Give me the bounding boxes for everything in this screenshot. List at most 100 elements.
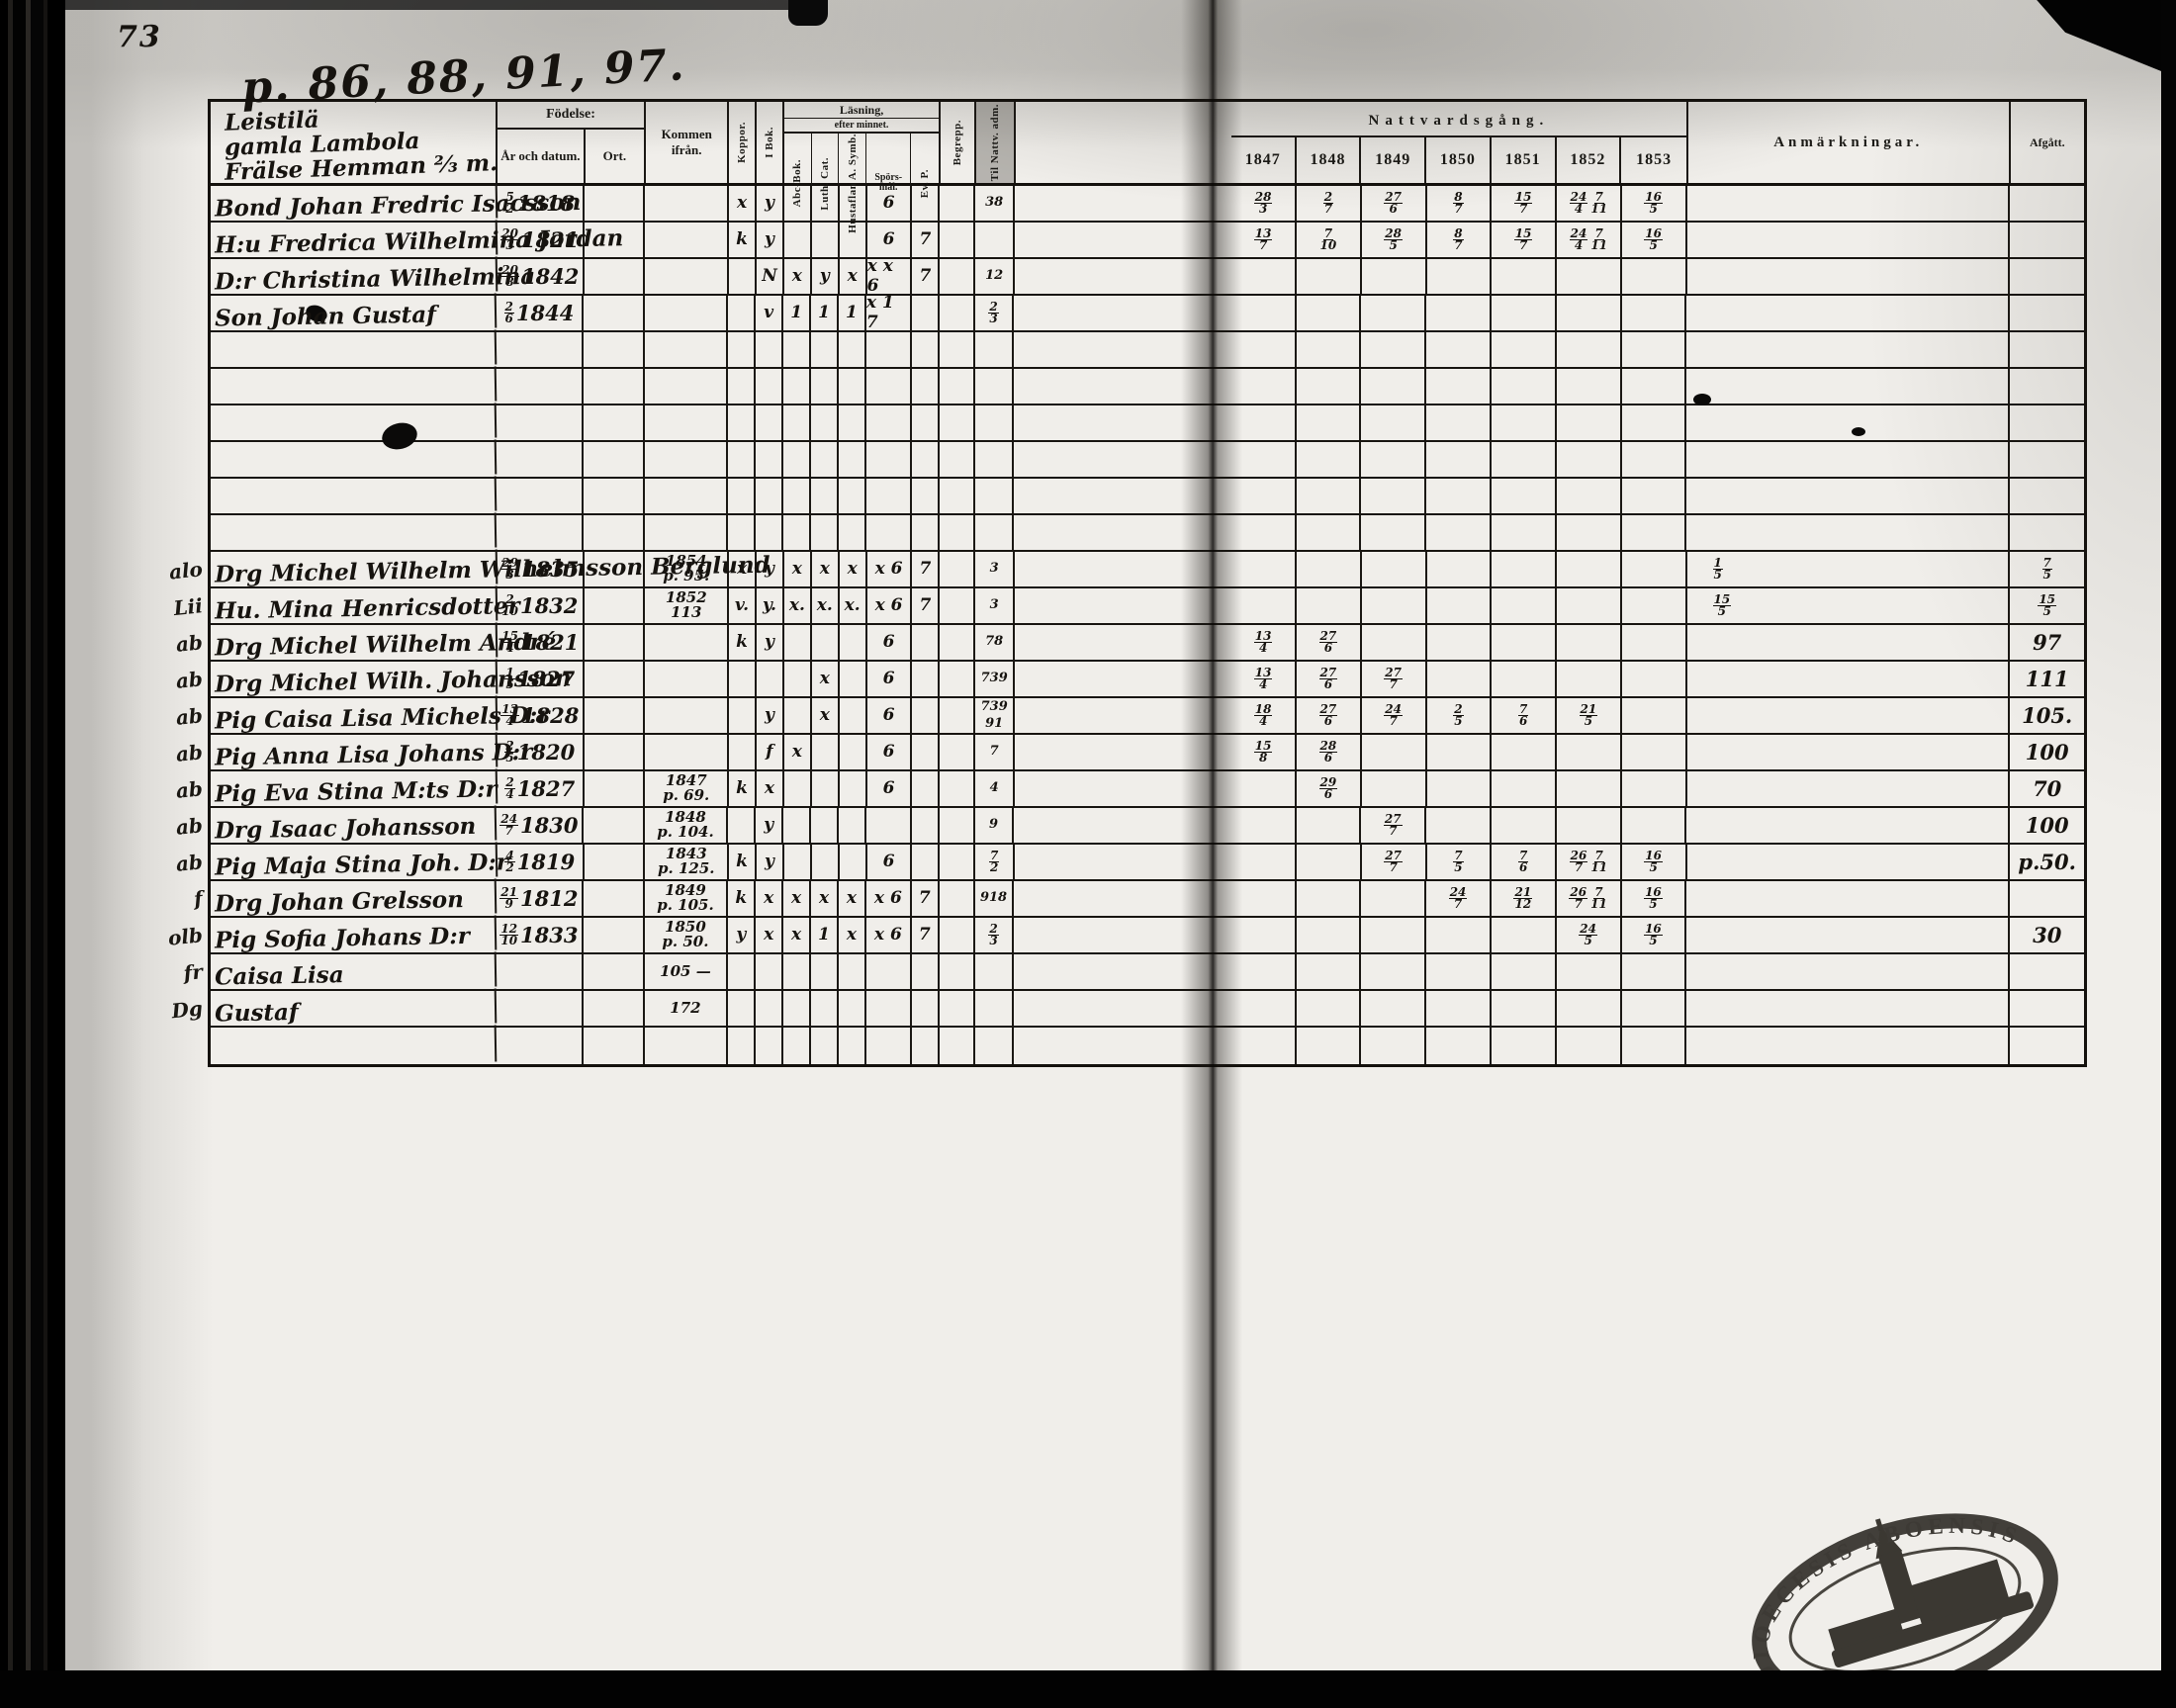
year-label: 1851 — [1492, 137, 1557, 183]
cell-y1 — [1297, 479, 1362, 513]
cell-c4: 6 — [867, 625, 913, 660]
cell-y3 — [1426, 405, 1492, 440]
cell-c5: 7 — [912, 259, 941, 294]
cell-ort — [585, 662, 646, 696]
cell-y6: 16 5 — [1622, 186, 1687, 221]
cell-c1: x — [784, 552, 812, 586]
cell-ib: y. — [757, 588, 784, 623]
cell-c4 — [866, 808, 912, 843]
cell-name — [210, 476, 498, 516]
cell-y2 — [1362, 552, 1427, 586]
cell-name: H:u Fredrica Wilhelmina Jordan — [210, 220, 623, 260]
cell-y2 — [1361, 954, 1427, 989]
cell-afg — [2010, 259, 2084, 294]
cell-c2 — [812, 845, 840, 879]
cell-afg: 30 — [2033, 922, 2062, 947]
cell-c3 — [839, 515, 866, 550]
cell-c2: x — [812, 698, 840, 733]
cell-c4: 6 — [867, 735, 913, 769]
cell-y0: 13 4 — [1231, 662, 1297, 696]
margin-note: ab — [174, 703, 204, 730]
cell-ko: k — [728, 881, 757, 916]
year-label: 1847 — [1231, 137, 1297, 183]
cell-ort — [584, 881, 645, 916]
cell-c4 — [866, 954, 912, 989]
cell-name: Pig Caisa Lisa Michels D:r — [210, 695, 550, 736]
table-row — [210, 476, 2084, 516]
cell-y1 — [1297, 845, 1362, 879]
cell-c2 — [812, 625, 840, 660]
cell-birth: 15 4 1821 — [498, 625, 585, 660]
cell-fo — [940, 369, 975, 404]
cell-ib: y — [756, 808, 784, 843]
table-row: alo Drg Michel Wilhelm Wilhelmsson Berglu… — [168, 549, 2084, 589]
cell-y0 — [1231, 332, 1297, 367]
cell-c5 — [912, 698, 941, 733]
cell-fo — [940, 515, 975, 550]
cell-y6 — [1622, 515, 1687, 550]
cell-kommen — [645, 479, 729, 513]
cell-afg — [2010, 296, 2084, 330]
cell-name: Pig Anna Lisa Johans D:r — [210, 732, 532, 772]
cell-birth — [497, 515, 584, 550]
cell-y0 — [1231, 405, 1297, 440]
cell-c3 — [840, 223, 867, 257]
cell-y2 — [1362, 259, 1427, 294]
cell-ort — [585, 552, 646, 586]
cell-kommen: 105 — — [645, 954, 729, 989]
cell-ko — [728, 954, 757, 989]
cell-kommen — [645, 296, 729, 330]
margin-note: ab — [174, 630, 204, 657]
cell-fo — [940, 405, 975, 440]
cell-anm — [1686, 442, 2011, 477]
cell-y5: 26 7 7 11 — [1557, 881, 1622, 916]
cell-fo — [940, 442, 975, 477]
cell-anm — [1687, 223, 2011, 257]
in-book-header: I Bok. — [757, 102, 785, 183]
cell-kommen: 1852 113 — [645, 588, 730, 623]
cell-ko — [729, 259, 758, 294]
cell-ko — [728, 515, 757, 550]
cell-ko — [729, 735, 758, 769]
cell-ko: k — [729, 223, 758, 257]
cell-ort — [584, 479, 645, 513]
cell-y5 — [1557, 369, 1622, 404]
cell-anm: 15 5 — [1687, 588, 2011, 623]
cell-y0 — [1231, 771, 1297, 806]
cell-c2: x. — [812, 588, 840, 623]
cell-y4 — [1492, 552, 1557, 586]
cell-birth — [497, 369, 584, 404]
cell-y4 — [1492, 369, 1557, 404]
cell-c4: x 1 7 — [866, 293, 912, 332]
cell-c1: x — [783, 918, 812, 952]
cell-anm — [1687, 625, 2011, 660]
cell-y2 — [1361, 918, 1427, 952]
cell-ort — [585, 625, 646, 660]
cell-afg — [2010, 186, 2084, 221]
cell-y3 — [1426, 442, 1492, 477]
cell-kommen: 1843 p. 125. — [645, 845, 730, 879]
cell-name: Drg Johan Grelsson — [210, 878, 498, 919]
table-row: ab Drg Michel Wilhelm André 15 4 1821 k y 6 78 13… — [175, 622, 2084, 663]
cell-til: 739 91 — [975, 698, 1016, 733]
cell-c5 — [912, 442, 940, 477]
cell-fo — [940, 588, 976, 623]
cell-y2 — [1362, 771, 1427, 806]
year-label: 1849 — [1361, 137, 1427, 183]
cell-anm — [1686, 515, 2011, 550]
cell-name — [210, 403, 498, 443]
cell-y4 — [1492, 515, 1557, 550]
cell-c3 — [839, 332, 866, 367]
cell-y1 — [1297, 881, 1362, 916]
cell-ib — [756, 405, 784, 440]
cell-ib: x — [757, 771, 784, 806]
cell-c5 — [912, 1028, 940, 1064]
cell-c1 — [783, 442, 812, 477]
cell-kommen — [645, 332, 729, 367]
cell-kommen: 1854 p. 95. — [645, 552, 730, 586]
cell-til — [975, 223, 1016, 257]
